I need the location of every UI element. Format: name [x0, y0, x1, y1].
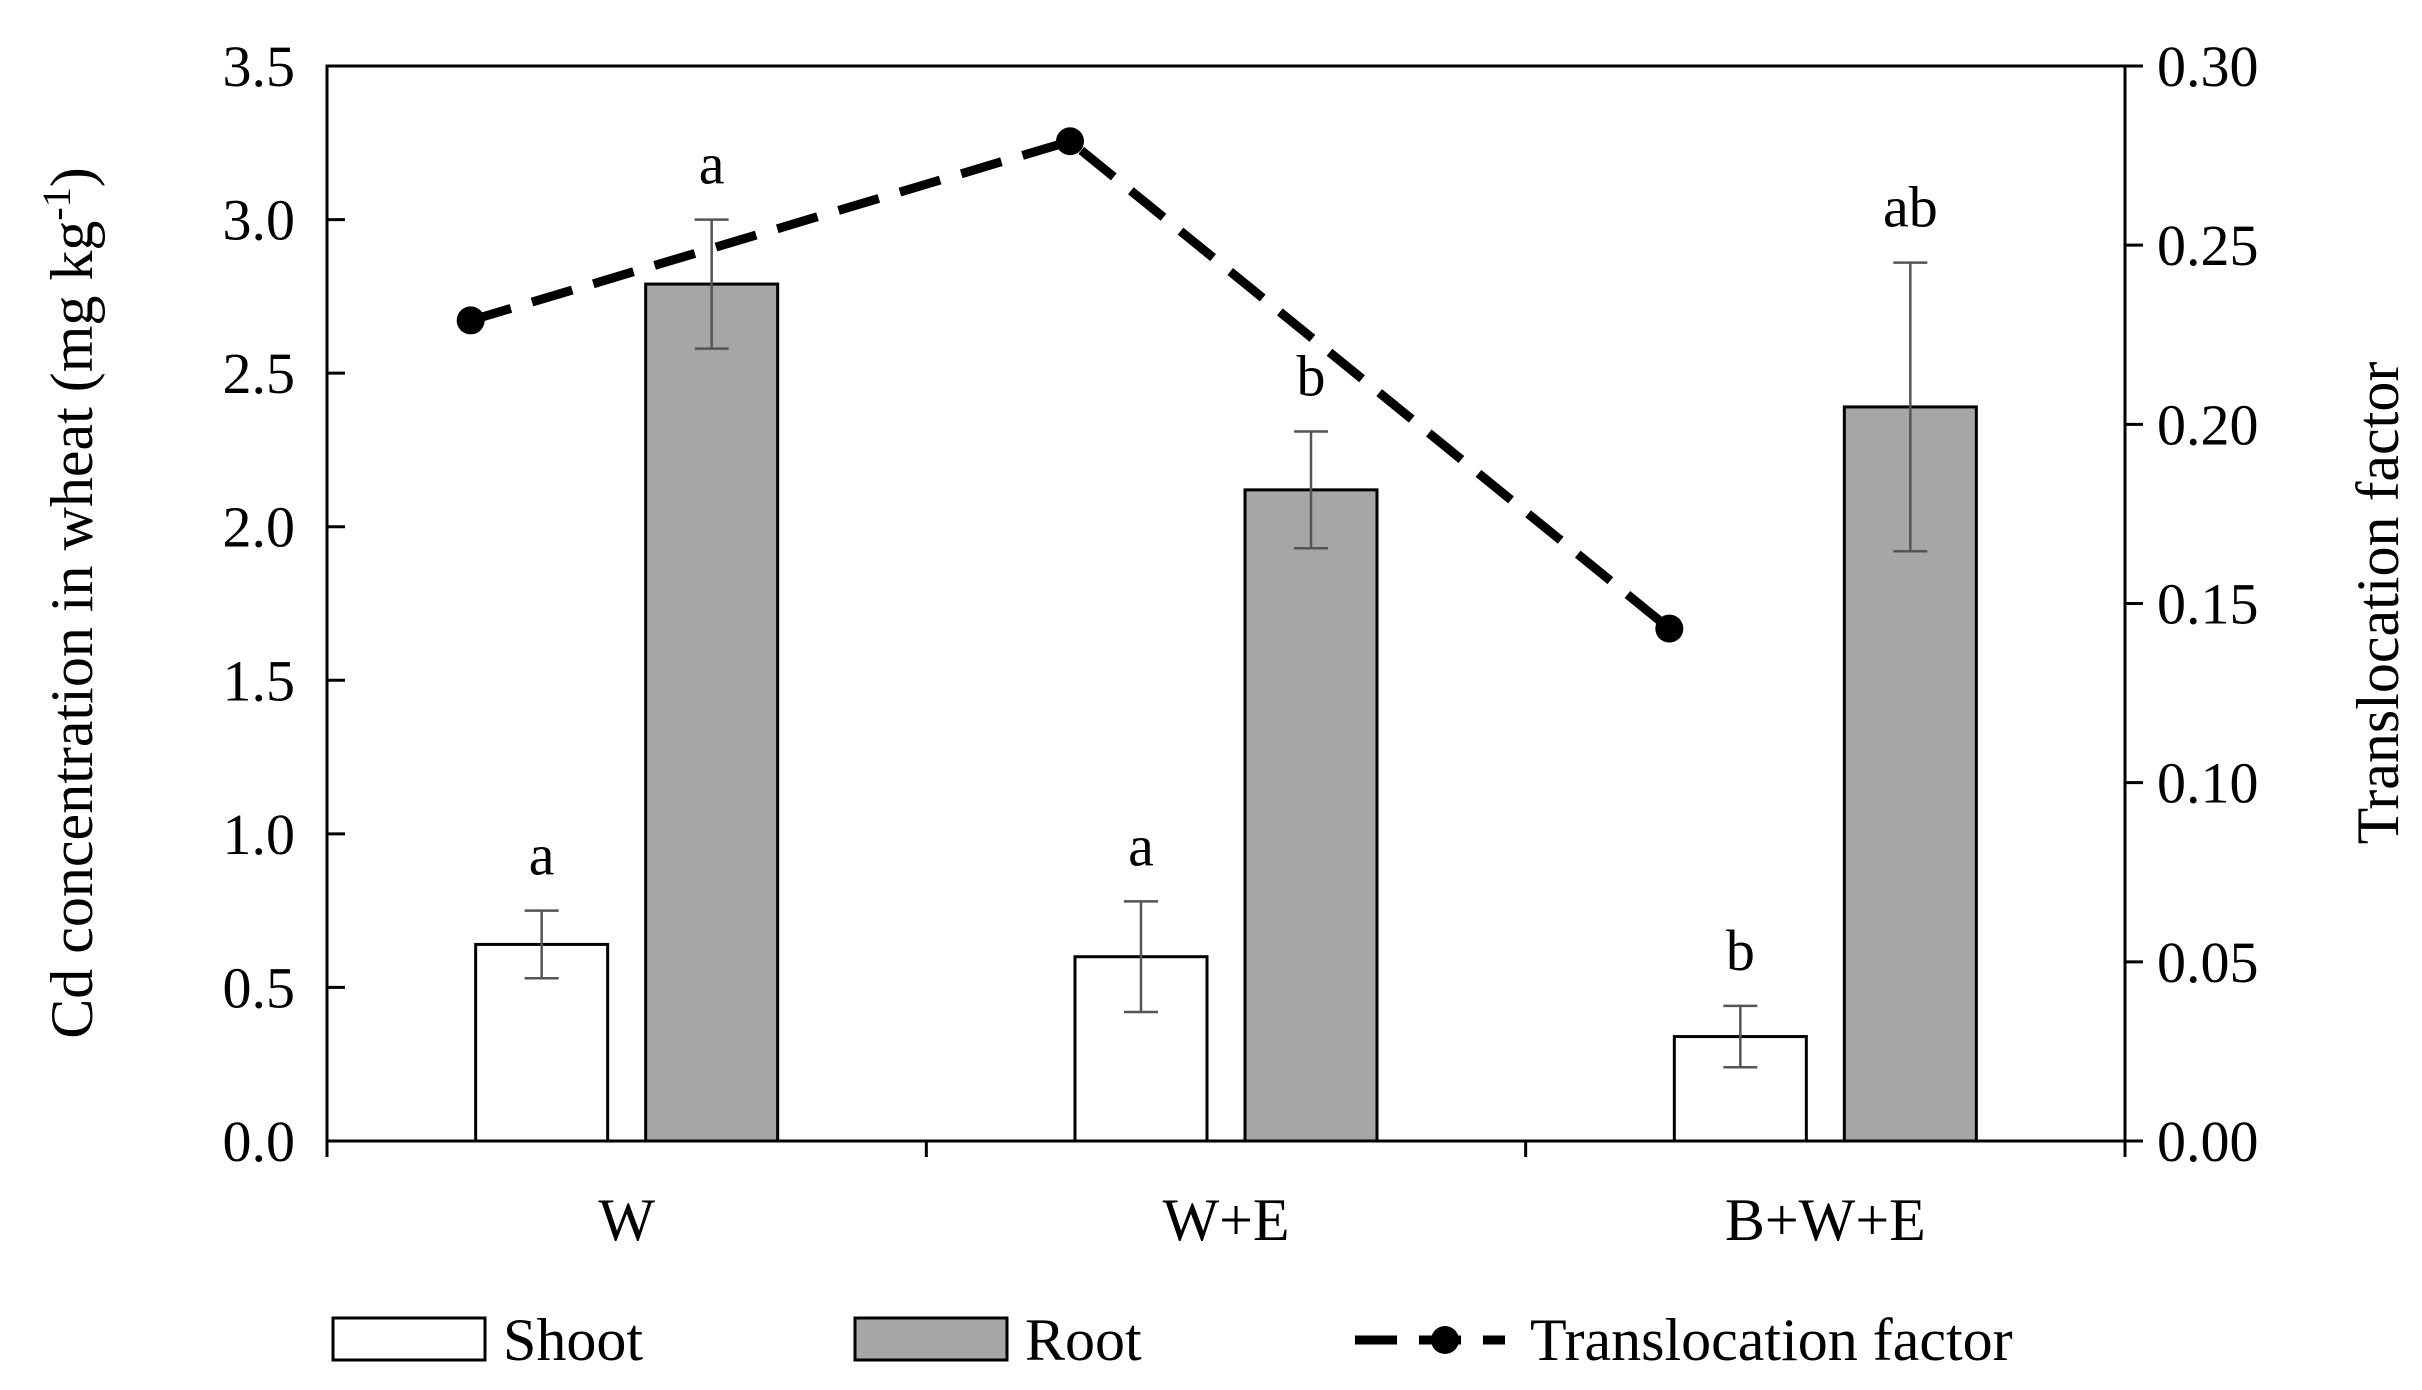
right-axis-tick-label: 0.20	[2157, 392, 2259, 457]
right-axis-title: Translocation factor	[2345, 362, 2411, 845]
legend-label-translocation-factor: Translocation factor	[1530, 1307, 2013, 1373]
right-axis: 0.00 0.05 0.10 0.15 0.20 0.25 0.30	[2125, 34, 2259, 1174]
left-axis: 0.0 0.5 1.0 1.5 2.0 2.5 3.0 3.5	[223, 34, 345, 1174]
legend: Shoot Root Translocation factor	[331, 1307, 2013, 1373]
root-bar	[1243, 488, 1379, 1143]
translocation-factor-point	[1655, 614, 1684, 643]
left-axis-tick-label: 3.5	[223, 34, 296, 99]
translocation-factor-line	[469, 136, 1673, 633]
left-axis-tick-label: 2.0	[223, 495, 296, 560]
x-axis: W W+E B+W+E	[325, 1141, 2127, 1253]
shoot-significance-letter: a	[529, 823, 555, 888]
left-axis-tick-label: 3.0	[223, 188, 296, 253]
left-axis-tick-label: 2.5	[223, 341, 296, 406]
left-axis-title: Cd concentration in wheat (mg kg-1)	[34, 167, 105, 1038]
shoot-significance-letter: b	[1726, 918, 1755, 983]
left-axis-tick-label: 0.0	[223, 1109, 296, 1174]
legend-label-shoot: Shoot	[503, 1307, 643, 1373]
x-axis-category-label: W+E	[1162, 1187, 1289, 1253]
translocation-factor-point	[456, 306, 485, 335]
right-axis-tick-label: 0.10	[2157, 751, 2259, 816]
right-axis-tick-label: 0.15	[2157, 572, 2259, 637]
root-bar	[644, 282, 780, 1143]
legend-marker-translocation-factor	[1431, 1326, 1459, 1354]
right-axis-tick-label: 0.30	[2157, 34, 2259, 99]
right-axis-tick-label: 0.25	[2157, 213, 2259, 278]
left-axis-tick-label: 1.5	[223, 648, 296, 713]
left-axis-title-superscript: -1	[34, 187, 79, 220]
translocation-line	[456, 127, 1684, 643]
root-significance-letter: a	[699, 132, 725, 197]
right-axis-tick-label: 0.00	[2157, 1109, 2259, 1174]
x-axis-category-label: W	[598, 1187, 655, 1253]
shoot-significance-letter: a	[1128, 813, 1154, 878]
right-axis-tick-label: 0.05	[2157, 930, 2259, 995]
legend-swatch-shoot	[331, 1316, 487, 1362]
left-axis-tick-label: 0.5	[223, 955, 296, 1020]
left-axis-tick-label: 1.0	[223, 802, 296, 867]
translocation-factor-point	[1056, 127, 1084, 156]
root-significance-letter: b	[1297, 344, 1326, 409]
x-axis-category-label: B+W+E	[1725, 1187, 1926, 1253]
legend-label-root: Root	[1025, 1307, 1142, 1373]
root-significance-letter: ab	[1883, 175, 1938, 240]
legend-swatch-root	[853, 1316, 1009, 1362]
